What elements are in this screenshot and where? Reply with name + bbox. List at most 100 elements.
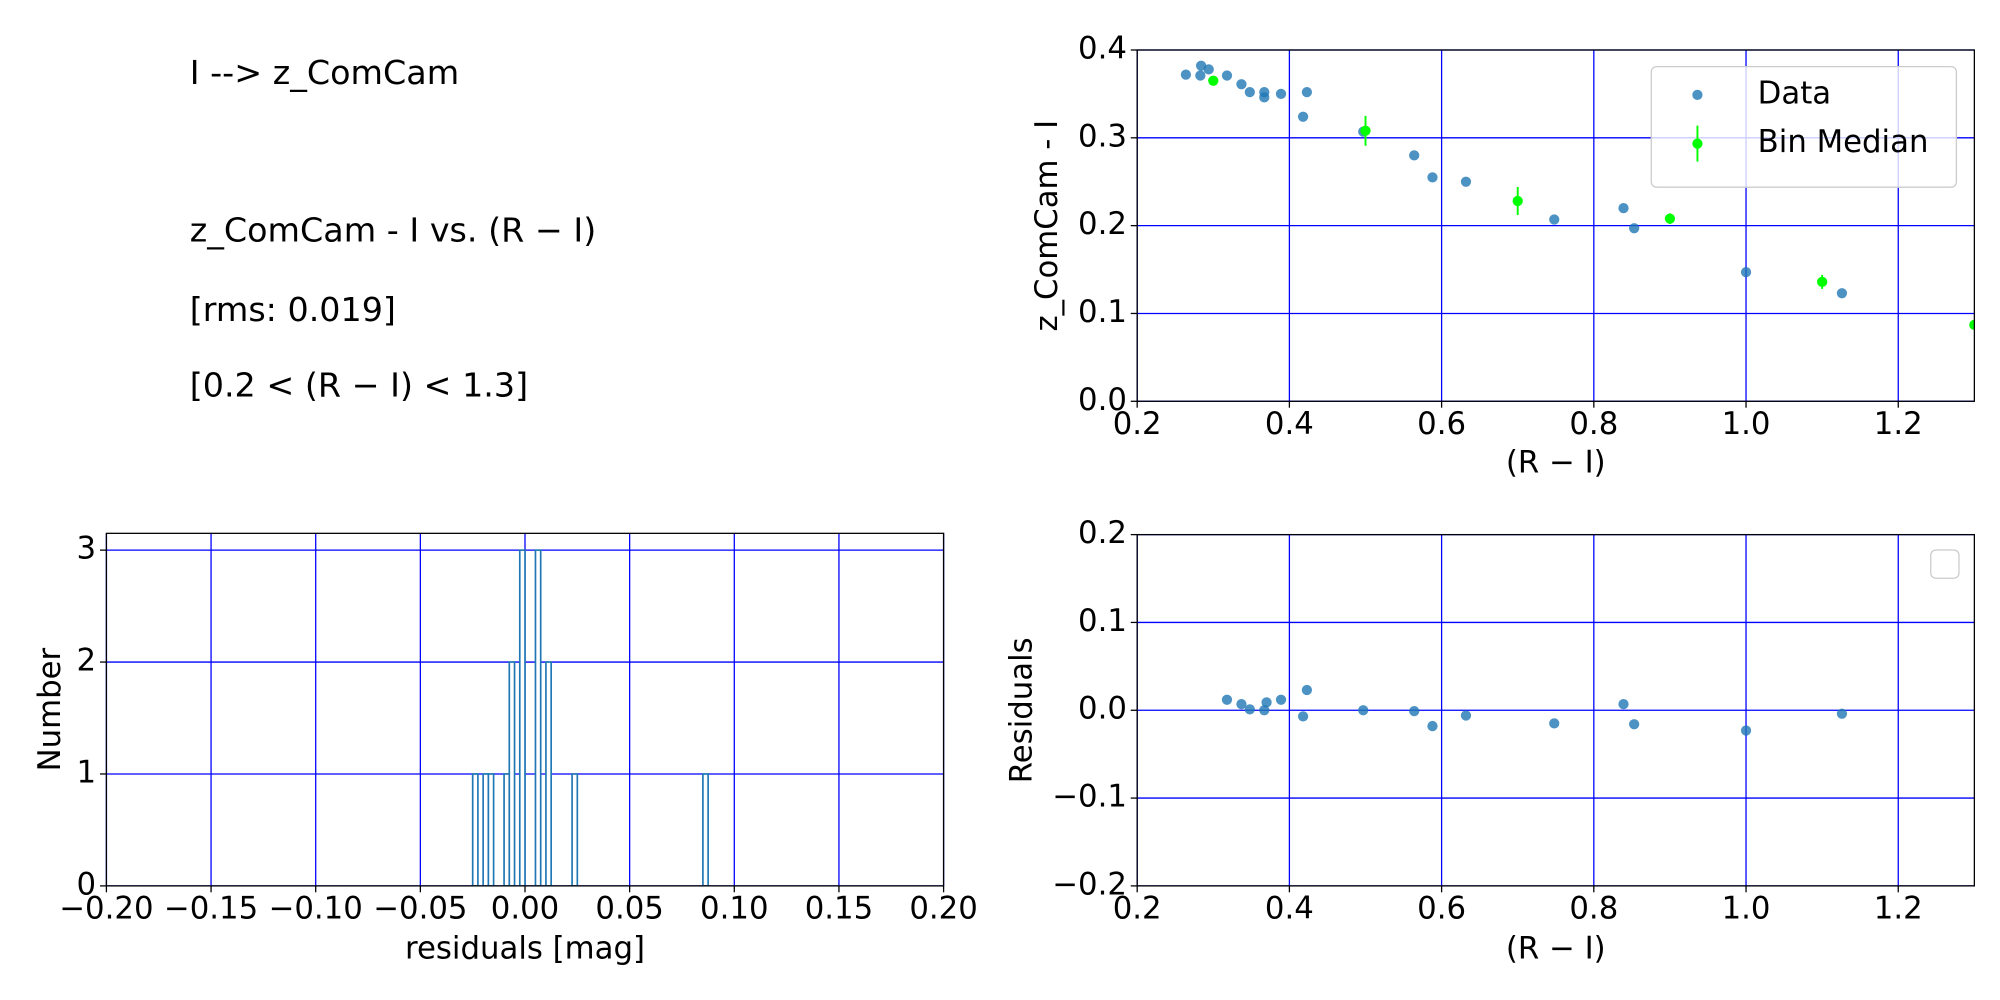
point [1301, 684, 1313, 696]
x-tick-label: −0.10 [269, 891, 363, 927]
point [1195, 70, 1206, 81]
y-tick-label: 0.4 [1078, 30, 1127, 66]
y-tick-label: 0.2 [1078, 515, 1127, 551]
x-tick-label: 0.2 [1113, 406, 1162, 442]
point [1512, 195, 1523, 207]
point [1221, 694, 1233, 705]
x-axis-label: (R − I) [1506, 445, 1606, 481]
x-tick-label: 0.4 [1265, 406, 1314, 442]
x-tick-label: 0.2 [1113, 891, 1162, 927]
plot-area [1221, 684, 1848, 736]
point [1195, 60, 1207, 71]
y-tick-label: 0.0 [1078, 382, 1127, 418]
info-text: [rms: 0.019] [190, 290, 396, 329]
legend-label: Data [1758, 75, 1831, 111]
figure-body: I --> z_ComCam z_ComCam - I vs. (R − I) [r… [32, 30, 1975, 966]
point [1259, 705, 1270, 716]
point [1740, 725, 1752, 736]
y-axis-label: Residuals [1004, 637, 1040, 783]
axes: 0.2 0.4 0.6 0.8 1.0 1.2 −0.2 −0.1 0.0 0.1 0.2 (R − … [1004, 515, 1975, 966]
y-tick-label: 0.2 [1078, 206, 1127, 242]
x-tick-label: −0.05 [373, 891, 467, 927]
info-text: [0.2 < (R − I) < 1.3] [190, 366, 528, 405]
y-tick-label: 1 [77, 754, 97, 790]
hist-bar [518, 549, 526, 886]
hist-bar [487, 773, 495, 886]
y-tick-label: 3 [77, 531, 97, 567]
point [1203, 64, 1214, 75]
point [1740, 267, 1752, 278]
axes-frame [1136, 533, 1975, 887]
y-axis-label: Number [32, 647, 68, 771]
x-tick-label: 0.00 [491, 891, 559, 927]
legend-box [1650, 66, 1958, 188]
point [1460, 176, 1472, 187]
legend-marker [1692, 89, 1703, 100]
point [1409, 150, 1420, 161]
point [1236, 698, 1247, 710]
x-tick-label: 0.6 [1417, 891, 1466, 927]
x-tick-label: 1.2 [1874, 406, 1923, 442]
hist-bar [571, 773, 579, 886]
point [1836, 708, 1848, 719]
point [1360, 125, 1371, 136]
point [1275, 88, 1287, 100]
point [1297, 111, 1309, 122]
y-tick-label: −0.1 [1052, 779, 1127, 815]
point [1427, 172, 1438, 183]
point [1409, 706, 1420, 717]
point [1297, 711, 1309, 722]
point [1817, 276, 1828, 287]
y-axis-label: z_ComCam - I [1029, 120, 1065, 332]
x-tick-label: 0.20 [909, 891, 977, 927]
point [1275, 694, 1287, 705]
point [1618, 698, 1629, 710]
point [1180, 69, 1192, 80]
x-tick-label: 1.0 [1722, 406, 1771, 442]
hist-bar [702, 773, 709, 886]
x-tick-label: −0.15 [164, 891, 258, 927]
point [1244, 704, 1255, 715]
x-axis-label: residuals [mag] [405, 930, 645, 966]
point [1629, 719, 1640, 730]
x-tick-label: 1.2 [1874, 891, 1923, 927]
x-tick-label: 0.15 [805, 891, 873, 927]
point [1460, 710, 1472, 721]
hist-bar [471, 773, 479, 886]
hist-bar [534, 549, 542, 886]
y-tick-label: 0 [77, 866, 97, 902]
hist-bar [545, 661, 552, 886]
y-tick-label: 0.1 [1078, 603, 1127, 639]
legend-label: Bin Median [1758, 124, 1929, 160]
point [1301, 87, 1313, 98]
info-text: z_ComCam - I vs. (R − I) [190, 211, 596, 250]
legend-box [1930, 549, 1960, 579]
x-tick-label: 0.6 [1417, 406, 1466, 442]
x-tick-label: 1.0 [1722, 891, 1771, 927]
plot-area [471, 549, 709, 886]
legend-marker [1692, 138, 1703, 149]
plot-area [1180, 60, 1975, 331]
y-tick-label: 2 [77, 643, 97, 679]
point [1969, 319, 1975, 331]
y-tick-label: 0.1 [1078, 294, 1127, 330]
point [1358, 705, 1369, 716]
axes: 0.2 0.4 0.6 0.8 1.0 1.2 0.0 0.1 0.2 0.3 0.4 (R − I)… [1029, 30, 1975, 481]
info-text: I --> z_ComCam [190, 53, 459, 92]
x-tick-label: 0.10 [700, 891, 768, 927]
point [1221, 70, 1233, 81]
y-tick-label: 0.0 [1078, 691, 1127, 727]
axes-frame [105, 532, 945, 887]
x-tick-label: 0.4 [1265, 891, 1314, 927]
x-tick-label: 0.05 [595, 891, 663, 927]
point [1244, 87, 1255, 98]
point [1236, 79, 1247, 90]
y-tick-label: −0.2 [1052, 866, 1127, 902]
point [1259, 92, 1270, 103]
y-tick-label: 0.3 [1078, 118, 1127, 154]
x-tick-label: 0.8 [1569, 891, 1618, 927]
point [1629, 223, 1640, 234]
x-axis-label: (R − I) [1506, 930, 1606, 966]
point [1208, 75, 1219, 86]
